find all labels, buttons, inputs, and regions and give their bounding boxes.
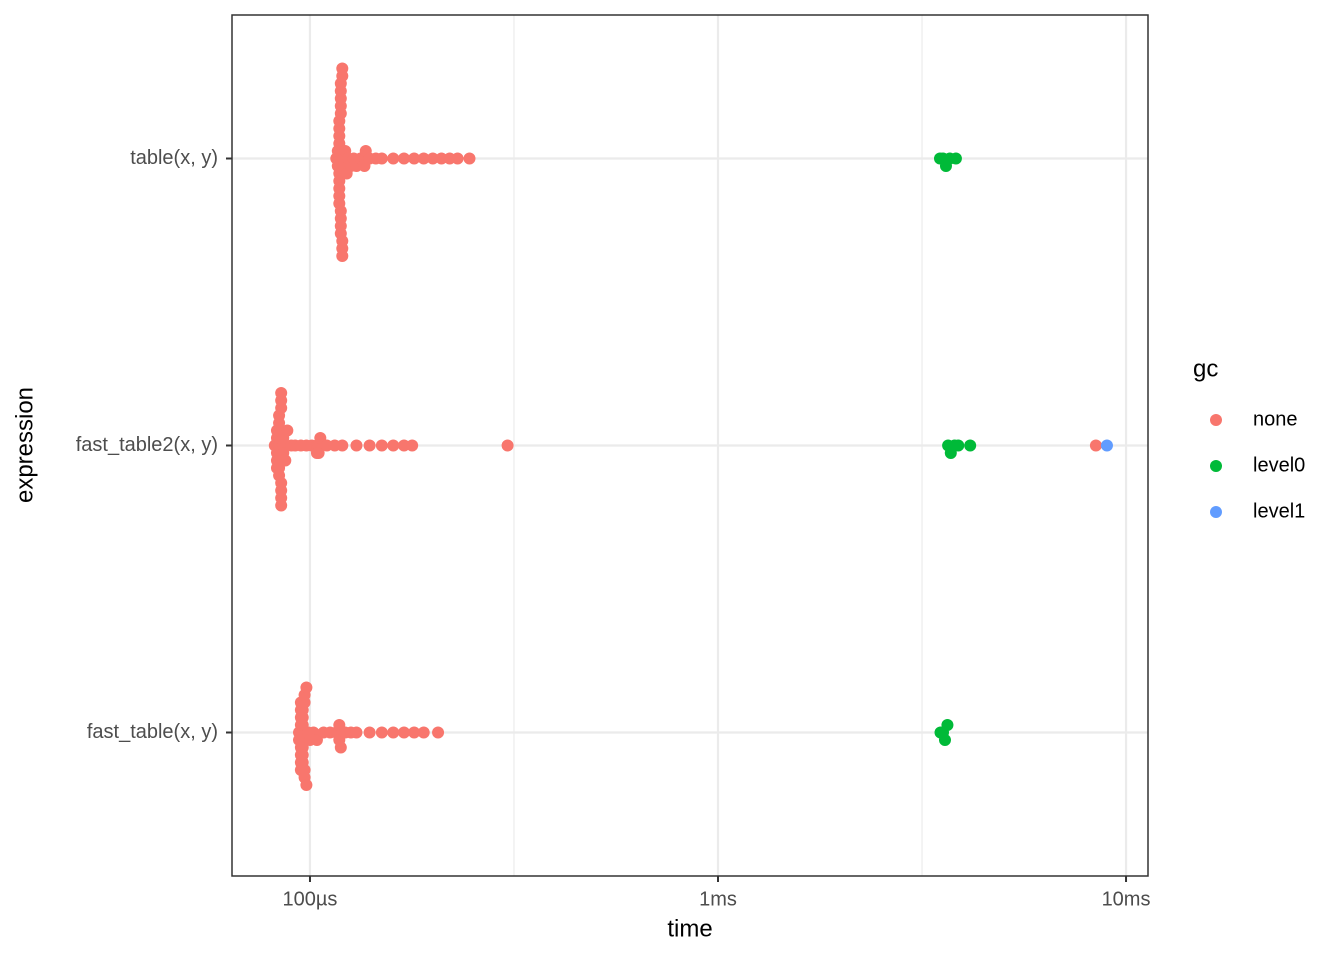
point [398, 726, 411, 739]
point [375, 152, 388, 165]
point [375, 726, 388, 739]
point [363, 439, 376, 452]
legend-title: gc [1193, 355, 1218, 382]
legend-key [1210, 414, 1222, 426]
point [941, 719, 954, 731]
point [463, 152, 476, 165]
point [350, 726, 363, 739]
point [336, 439, 349, 452]
point [336, 62, 349, 75]
point [398, 152, 411, 165]
point [312, 447, 325, 459]
y-axis-title: expression [11, 387, 38, 503]
x-axis-title: time [667, 915, 712, 942]
point [275, 499, 288, 512]
legend-key [1210, 506, 1222, 518]
point [387, 152, 400, 165]
point [964, 439, 977, 452]
point [281, 424, 294, 437]
point [426, 152, 439, 165]
point [406, 439, 419, 452]
point [387, 726, 400, 739]
point [375, 439, 388, 452]
legend-key [1210, 460, 1222, 472]
legend-label: level0 [1253, 454, 1305, 476]
point [1100, 439, 1113, 452]
legend-label: level1 [1253, 500, 1305, 522]
point [408, 726, 421, 739]
legend-label: none [1253, 408, 1298, 430]
x-tick-label: 100µs [283, 888, 338, 910]
point [336, 250, 349, 262]
point [363, 726, 376, 739]
point [275, 387, 288, 399]
point [1089, 439, 1102, 452]
point [435, 152, 448, 165]
x-tick-label: 1ms [699, 888, 737, 910]
y-tick-label: fast_table(x, y) [87, 721, 218, 743]
point [949, 152, 962, 165]
point [279, 454, 292, 467]
point [952, 439, 965, 452]
point [350, 439, 363, 452]
point [938, 734, 951, 746]
point [408, 152, 421, 165]
point [300, 779, 313, 791]
point [387, 439, 400, 452]
point [334, 741, 347, 754]
y-tick-label: fast_table2(x, y) [76, 434, 218, 456]
point [417, 726, 430, 739]
x-tick-label: 10ms [1102, 888, 1151, 910]
point [451, 152, 464, 165]
point [300, 681, 313, 694]
point [432, 726, 445, 739]
point [417, 152, 430, 165]
point [501, 439, 514, 452]
panel-border [231, 14, 1149, 877]
y-tick-label: table(x, y) [130, 147, 218, 169]
